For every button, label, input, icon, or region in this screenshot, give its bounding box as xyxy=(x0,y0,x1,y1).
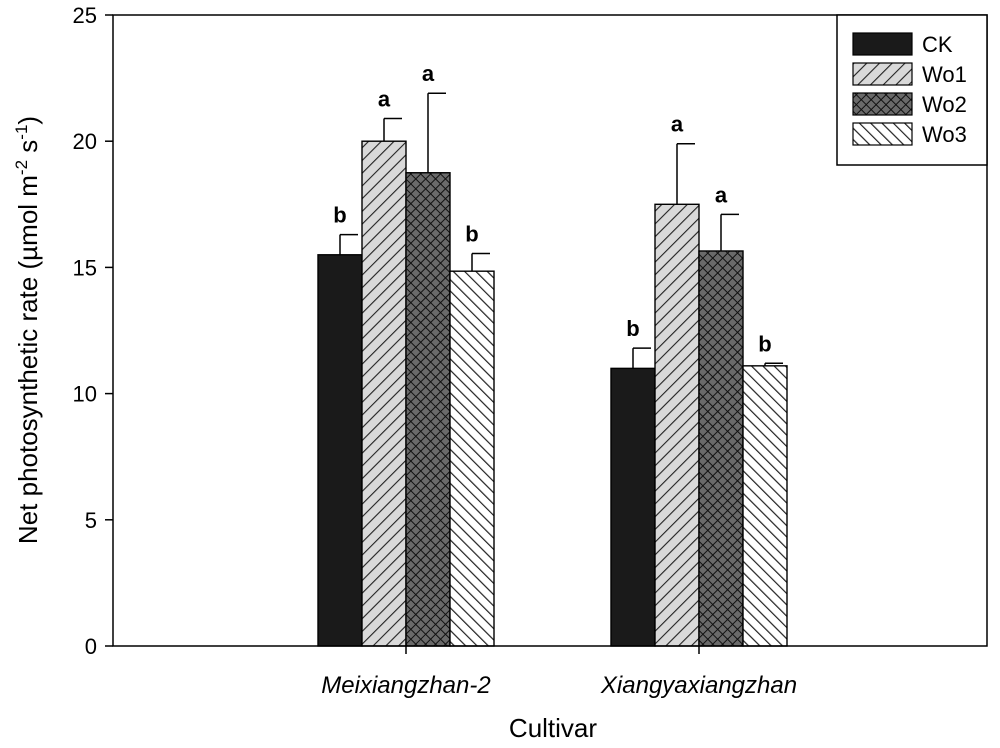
y-axis-title-end: ) xyxy=(13,116,43,125)
significance-letter: b xyxy=(465,222,478,247)
y-axis-title: Net photosynthetic rate (µmol m-2 s-1) xyxy=(12,116,43,544)
y-axis-title-sup2: -1 xyxy=(12,125,31,140)
y-axis-ticks: 0 5 10 15 20 25 xyxy=(73,3,113,659)
bar-ck xyxy=(610,367,656,647)
significance-letters-group: b a a b b a a b xyxy=(333,61,771,356)
bars-group xyxy=(317,140,788,647)
y-tick-label: 0 xyxy=(85,634,97,659)
x-axis-title: Cultivar xyxy=(509,713,597,743)
significance-letter: a xyxy=(671,112,684,137)
y-tick-label: 20 xyxy=(73,129,97,154)
bar-wo1 xyxy=(361,140,407,647)
bar-wo1 xyxy=(654,203,700,647)
legend-label: Wo2 xyxy=(922,92,967,117)
y-axis-title-sup1: -2 xyxy=(12,160,31,175)
legend-label: Wo3 xyxy=(922,122,967,147)
significance-letter: b xyxy=(333,203,346,228)
significance-letter: a xyxy=(715,182,728,207)
legend: CK Wo1 Wo2 Wo3 xyxy=(836,14,988,166)
category-label: Xiangyaxiangzhan xyxy=(600,672,797,699)
y-tick-label: 25 xyxy=(73,3,97,28)
significance-letter: b xyxy=(758,331,771,356)
legend-swatch-wo3 xyxy=(852,122,913,146)
category-labels: Meixiangzhan-2 Xiangyaxiangzhan xyxy=(321,646,797,699)
significance-letter: a xyxy=(422,61,435,86)
significance-letter: b xyxy=(626,316,639,341)
y-tick-label: 15 xyxy=(73,255,97,280)
legend-label: CK xyxy=(922,32,953,57)
bar-wo2 xyxy=(698,250,744,647)
significance-letter: a xyxy=(378,86,391,111)
category-label: Meixiangzhan-2 xyxy=(321,672,490,699)
error-bars-group xyxy=(339,92,783,369)
y-tick-label: 5 xyxy=(85,508,97,533)
y-axis-title-main: Net photosynthetic rate (µmol m xyxy=(13,175,43,544)
y-tick-label: 10 xyxy=(73,382,97,407)
bar-wo3 xyxy=(449,270,495,647)
legend-swatch-wo2 xyxy=(852,92,913,116)
legend-swatch-wo1 xyxy=(852,62,913,86)
bar-wo2 xyxy=(405,172,451,647)
plot-frame xyxy=(112,14,988,647)
y-axis-title-mid: s xyxy=(13,140,43,160)
legend-swatch-ck xyxy=(852,32,913,56)
legend-label: Wo1 xyxy=(922,62,967,87)
bar-ck xyxy=(317,254,363,647)
bar-wo3 xyxy=(742,365,788,647)
